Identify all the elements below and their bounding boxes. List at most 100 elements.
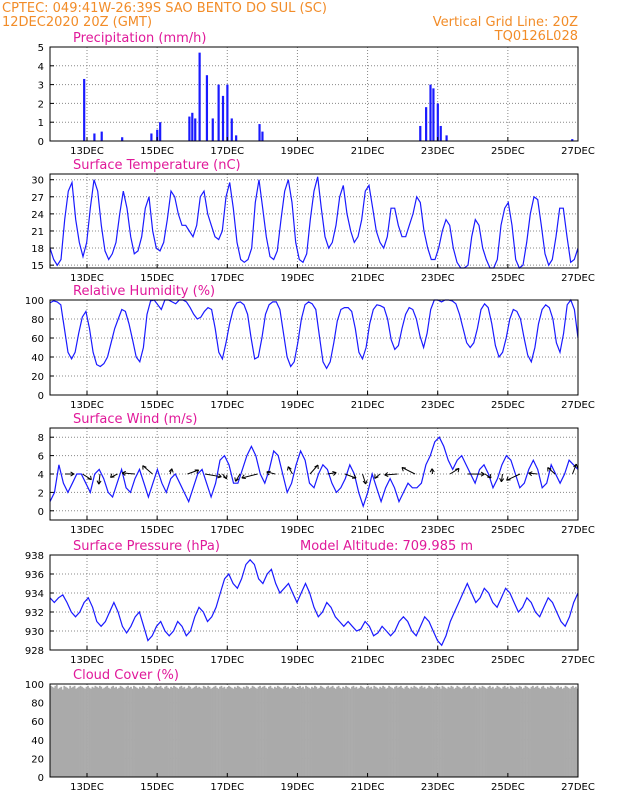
cloud-bar: [325, 686, 328, 777]
wind-arrow-head: [266, 471, 270, 476]
cloud-bar: [198, 686, 201, 777]
cloud-bar: [502, 686, 505, 777]
cloud-bar: [90, 688, 92, 777]
y-tick-label: 80: [31, 699, 44, 710]
cloud-bar: [337, 685, 340, 777]
cloud-bar: [441, 685, 444, 777]
wind-arrow-head: [241, 477, 246, 480]
precip-bar: [188, 116, 191, 141]
cloud-bar: [503, 685, 506, 777]
wind-arrow: [384, 473, 398, 476]
y-tick-label: 0: [38, 773, 44, 784]
cloud-bar: [153, 686, 156, 777]
cloud-bar: [242, 686, 245, 777]
x-tick-label: 13DEC: [70, 400, 104, 411]
cloud-bar: [247, 686, 250, 777]
cloud-bar: [497, 686, 500, 777]
cloud-bar: [435, 685, 438, 777]
wind-arrow-head: [87, 478, 92, 481]
x-tick-label: 17DEC: [210, 146, 244, 157]
cloud-bar: [167, 687, 169, 777]
cloud-bar: [385, 688, 387, 777]
cloud-bar: [72, 686, 75, 777]
cloud-bar: [180, 685, 183, 777]
y-tick-label: 100: [25, 296, 44, 307]
cloud-bar: [397, 687, 399, 777]
cloud-bar: [162, 688, 165, 777]
cloud-bar: [318, 687, 321, 777]
cloud-bar: [543, 687, 546, 777]
cloud-bar: [211, 687, 214, 777]
wind-arrow-head: [480, 473, 485, 477]
panel-frame: [49, 554, 579, 651]
cloud-bar: [187, 685, 190, 777]
cloud-bar: [475, 687, 478, 777]
cloud-bar: [173, 685, 175, 777]
cloud-bar: [76, 687, 79, 777]
cloud-bar: [343, 687, 346, 777]
cloud-bar: [147, 685, 150, 777]
cloud-bar: [159, 685, 162, 777]
cloud-bar: [374, 686, 377, 777]
cloud-bar: [487, 686, 490, 777]
cloud-bar: [572, 685, 574, 777]
panel-title: Surface Wind (m/s): [73, 412, 197, 427]
y-tick-label: 934: [25, 589, 44, 600]
cloud-bar: [109, 688, 112, 777]
wind-arrow-head: [401, 466, 407, 469]
wind-arrow: [241, 473, 258, 479]
cloud-bar: [426, 687, 429, 777]
y-tick-label: 18: [31, 244, 44, 255]
y-tick-label: 3: [38, 81, 44, 92]
cloud-bar: [220, 685, 223, 777]
precip-bar: [150, 133, 153, 141]
panel-frame: [49, 683, 579, 778]
cloud-bar: [205, 687, 208, 777]
wind-arrow-head: [499, 477, 502, 482]
wind-arrow-head: [384, 474, 389, 478]
cloud-bar: [324, 688, 327, 777]
cloud-bar: [469, 687, 472, 777]
cloud-bar: [143, 686, 146, 777]
cloud-bar: [229, 686, 232, 777]
cloud-bar: [395, 685, 398, 777]
cloud-bar: [121, 686, 123, 777]
cloud-bar: [183, 686, 186, 777]
panel-frame: [49, 427, 579, 521]
cloud-bar: [260, 687, 263, 777]
y-tick-label: 1: [38, 118, 44, 129]
y-tick-label: 24: [31, 210, 44, 221]
cloud-bar: [314, 685, 316, 777]
cloud-bar: [269, 685, 272, 777]
precip-bar: [258, 124, 261, 141]
cloud-bar: [576, 688, 579, 777]
cloud-bar: [358, 687, 361, 777]
cloud-bar: [262, 686, 264, 777]
cloud-bar: [66, 687, 69, 777]
x-tick-label: 21DEC: [351, 525, 385, 536]
x-tick-label: 21DEC: [351, 655, 385, 666]
cloud-bar: [573, 687, 576, 777]
cloud-bar: [201, 688, 204, 777]
cloud-bar: [128, 687, 131, 777]
cloud-bar: [93, 687, 95, 777]
cloud-bar: [82, 687, 85, 777]
y-tick-label: 936: [25, 570, 44, 581]
precip-bar: [121, 137, 124, 141]
wind-arrow-head: [287, 466, 292, 470]
cloud-bar: [177, 688, 180, 777]
cloud-bar: [293, 686, 296, 777]
cloud-bar: [558, 687, 561, 777]
cloud-bar: [552, 687, 555, 777]
cloud-bar: [496, 685, 499, 777]
cloud-bar: [239, 687, 242, 777]
cloud-bar: [420, 685, 423, 777]
x-tick-label: 13DEC: [70, 273, 104, 284]
wind-arrow-head: [234, 477, 237, 482]
wind-arrow: [122, 472, 136, 475]
wind-arrow-head: [333, 472, 337, 476]
cloud-bar: [515, 686, 518, 777]
cloud-bar: [537, 687, 540, 777]
cloud-bar: [491, 686, 494, 777]
cloud-bar: [122, 687, 125, 777]
